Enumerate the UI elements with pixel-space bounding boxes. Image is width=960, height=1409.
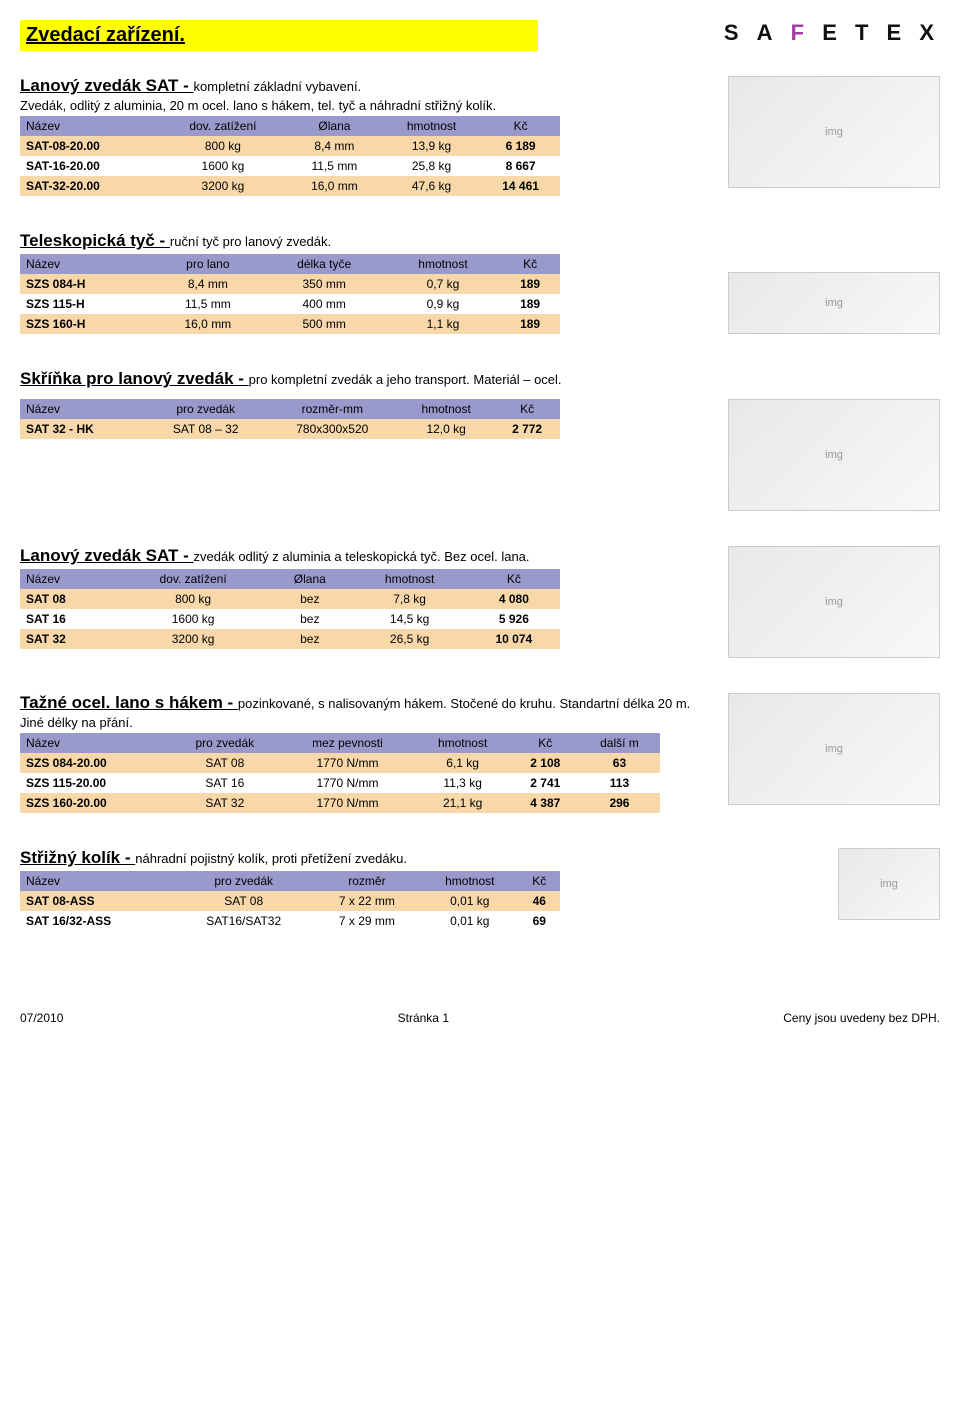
product-image: img: [728, 546, 940, 658]
section-title: Teleskopická tyč -: [20, 231, 170, 250]
table-box: Název pro zvedák rozměr-mm hmotnost Kč S…: [20, 399, 560, 439]
section-title: Lanový zvedák SAT -: [20, 546, 194, 565]
section-telescopic: Teleskopická tyč - ruční tyč pro lanový …: [20, 231, 940, 334]
table-row: SAT 08800 kgbez7,8 kg4 080: [20, 589, 560, 609]
th: dov. zatížení: [159, 116, 287, 136]
table-header-row: Název dov. zatížení Ølana hmotnost Kč: [20, 569, 560, 589]
table-row: SZS 115-H11,5 mm400 mm0,9 kg189: [20, 294, 560, 314]
table-row: SZS 160-H16,0 mm500 mm1,1 kg189: [20, 314, 560, 334]
section-box: Skříňka pro lanový zvedák - pro kompletn…: [20, 369, 940, 511]
th: Název: [20, 116, 159, 136]
table-row: SZS 084-20.00SAT 081770 N/mm6,1 kg2 1086…: [20, 753, 660, 773]
th: Ølana: [287, 116, 382, 136]
product-image: img: [728, 272, 940, 334]
page-title: Zvedací zařízení.: [20, 20, 538, 51]
table-row: SAT 16/32-ASSSAT16/SAT327 x 29 mm0,01 kg…: [20, 911, 560, 931]
section-subtitle: náhradní pojistný kolík, proti přetížení…: [135, 851, 407, 866]
table-row: SAT-08-20.00800 kg8,4 mm13,9 kg6 189: [20, 136, 560, 156]
table-rope: Název pro zvedák mez pevnosti hmotnost K…: [20, 733, 660, 813]
th: Kč: [481, 116, 560, 136]
section-subtitle: ruční tyč pro lanový zvedák.: [170, 234, 331, 249]
product-image: img: [728, 76, 940, 188]
footer-page: Stránka 1: [398, 1011, 449, 1025]
section-title: Tažné ocel. lano s hákem -: [20, 693, 238, 712]
table-row: SAT 161600 kgbez14,5 kg5 926: [20, 609, 560, 629]
section-sat-bare: Lanový zvedák SAT - zvedák odlitý z alum…: [20, 546, 940, 658]
table-header-row: Název pro zvedák mez pevnosti hmotnost K…: [20, 733, 660, 753]
section-subtitle: pozinkované, s nalisovaným hákem. Stočen…: [238, 696, 690, 711]
table-sat-full: Název dov. zatížení Ølana hmotnost Kč SA…: [20, 116, 560, 196]
table-sat-bare: Název dov. zatížení Ølana hmotnost Kč SA…: [20, 569, 560, 649]
section-subtitle: pro kompletní zvedák a jeho transport. M…: [249, 372, 562, 387]
table-row: SZS 115-20.00SAT 161770 N/mm11,3 kg2 741…: [20, 773, 660, 793]
table-header-row: Název dov. zatížení Ølana hmotnost Kč: [20, 116, 560, 136]
table-header-row: Název pro lano délka tyče hmotnost Kč: [20, 254, 560, 274]
product-image: img: [838, 848, 940, 920]
page-footer: 07/2010 Stránka 1 Ceny jsou uvedeny bez …: [20, 1011, 940, 1025]
table-row: SZS 084-H8,4 mm350 mm0,7 kg189: [20, 274, 560, 294]
section-sat-full: Lanový zvedák SAT - kompletní základní v…: [20, 76, 940, 196]
footer-note: Ceny jsou uvedeny bez DPH.: [783, 1011, 940, 1025]
section-title: Lanový zvedák SAT -: [20, 76, 194, 95]
table-row: SZS 160-20.00SAT 321770 N/mm21,1 kg4 387…: [20, 793, 660, 813]
table-pin: Název pro zvedák rozměr hmotnost Kč SAT …: [20, 871, 560, 931]
footer-date: 07/2010: [20, 1011, 63, 1025]
table-row: SAT 32 - HKSAT 08 – 32780x300x52012,0 kg…: [20, 419, 560, 439]
table-header-row: Název pro zvedák rozměr-mm hmotnost Kč: [20, 399, 560, 419]
brand-logo: S A F E T E X: [724, 20, 940, 46]
table-row: SAT-16-20.001600 kg11,5 mm25,8 kg8 667: [20, 156, 560, 176]
section-pin: Střižný kolík - náhradní pojistný kolík,…: [20, 848, 940, 931]
page-header: Zvedací zařízení. S A F E T E X: [20, 20, 940, 51]
product-image: img: [728, 693, 940, 805]
table-row: SAT 08-ASSSAT 087 x 22 mm0,01 kg46: [20, 891, 560, 911]
section-subtitle: zvedák odlitý z aluminia a teleskopická …: [194, 549, 530, 564]
section-desc: Jiné délky na přání.: [20, 715, 708, 730]
th: hmotnost: [382, 116, 481, 136]
section-desc: Zvedák, odlitý z aluminia, 20 m ocel. la…: [20, 98, 708, 113]
table-header-row: Název pro zvedák rozměr hmotnost Kč: [20, 871, 560, 891]
section-title: Střižný kolík -: [20, 848, 135, 867]
table-row: SAT-32-20.003200 kg16,0 mm47,6 kg14 461: [20, 176, 560, 196]
table-row: SAT 323200 kgbez26,5 kg10 074: [20, 629, 560, 649]
section-rope: Tažné ocel. lano s hákem - pozinkované, …: [20, 693, 940, 813]
section-subtitle: kompletní základní vybavení.: [194, 79, 362, 94]
section-title: Skříňka pro lanový zvedák -: [20, 369, 249, 388]
table-telescopic: Název pro lano délka tyče hmotnost Kč SZ…: [20, 254, 560, 334]
product-image: img: [728, 399, 940, 511]
